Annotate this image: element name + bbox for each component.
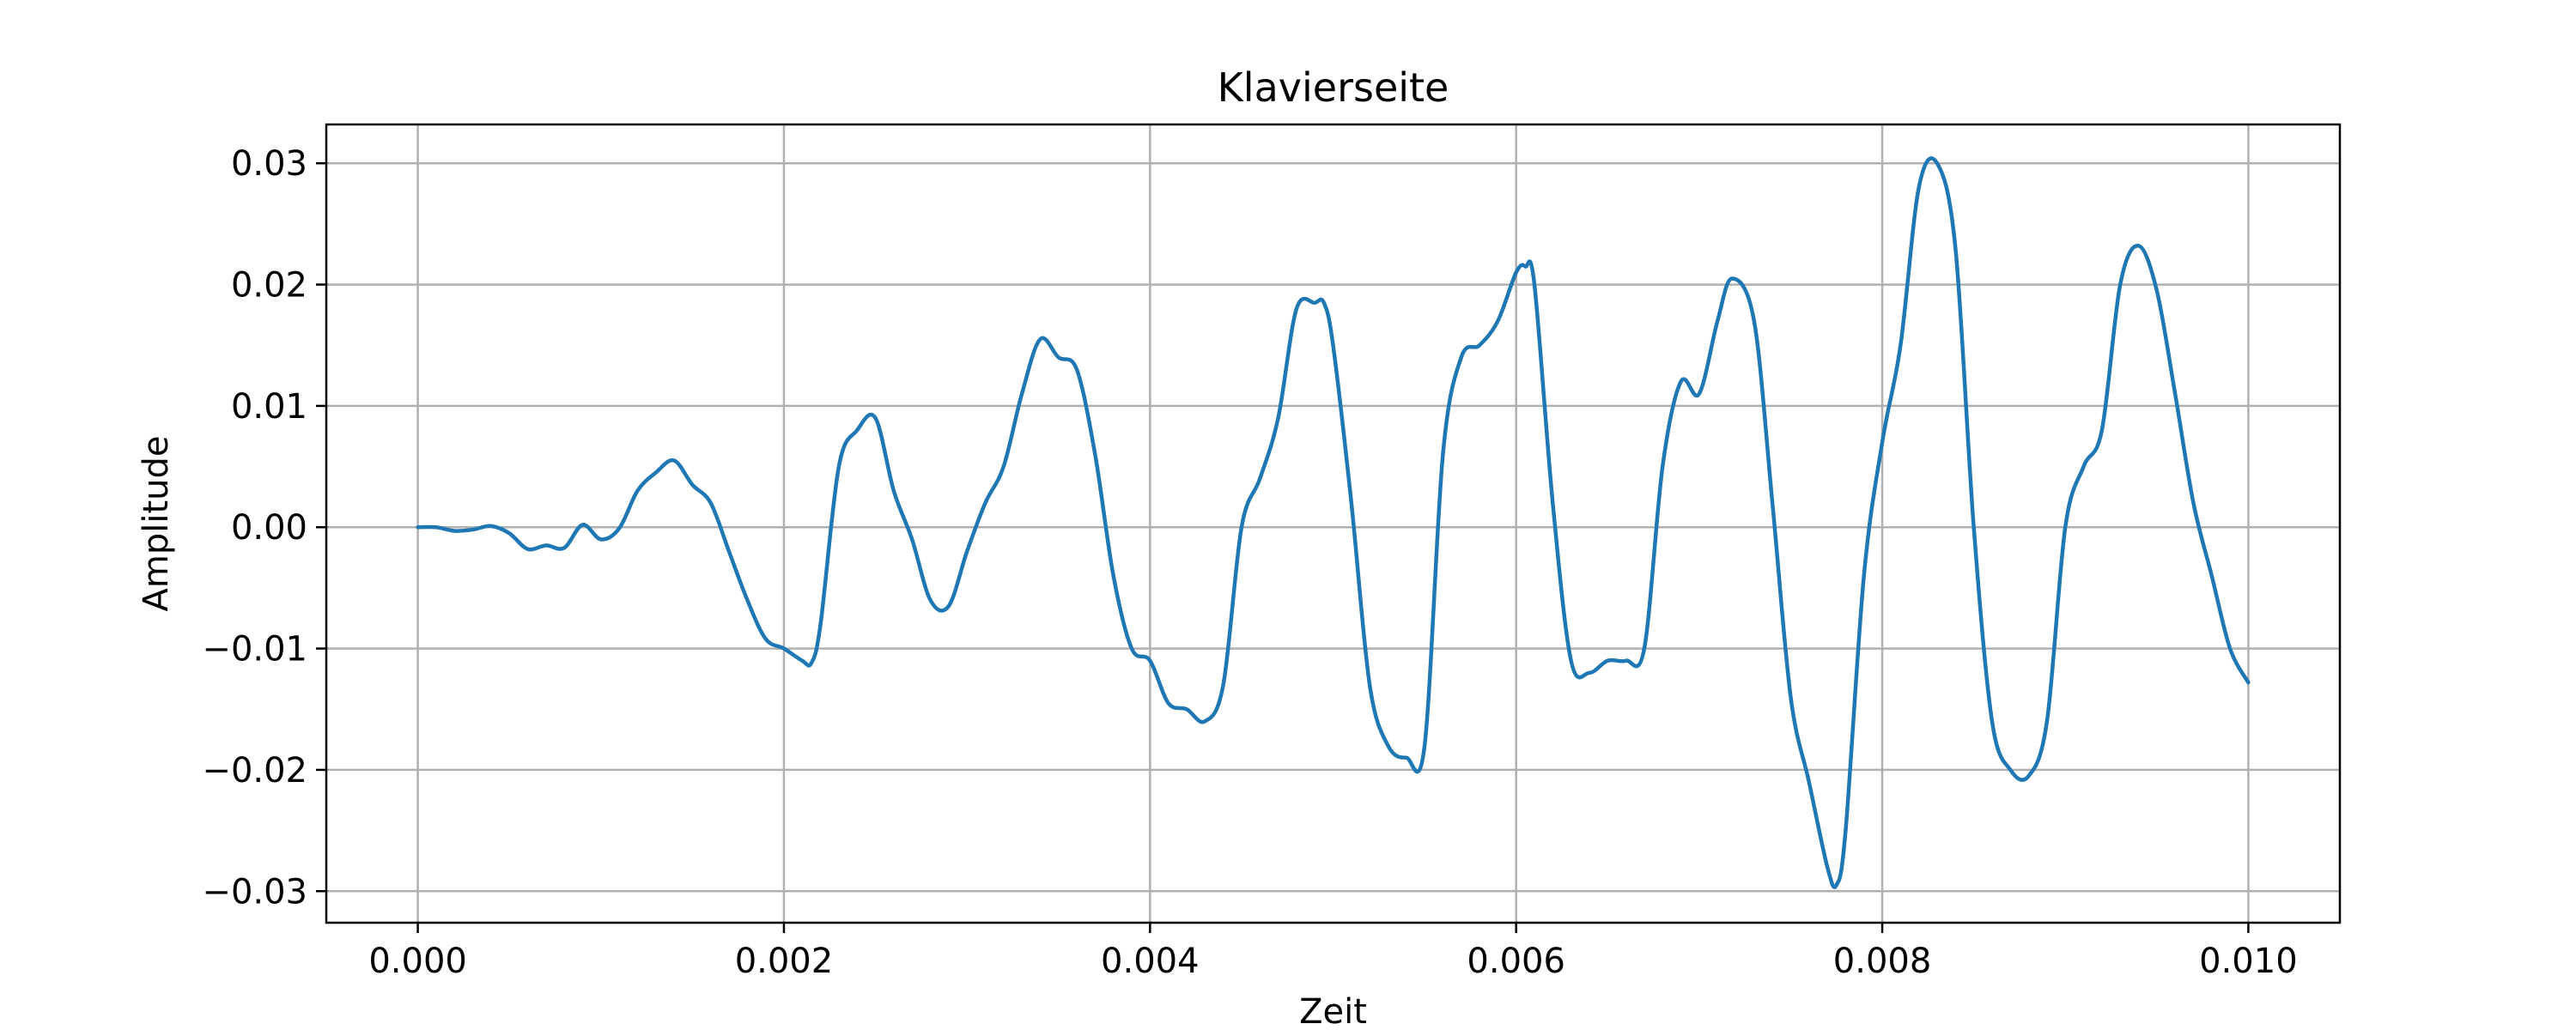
axis-ticks: 0.000 0.002 0.004 0.006 0.008 0.010 0.03 0.02 0.… (202, 144, 2297, 981)
series-layer (416, 156, 2251, 889)
x-tick-label: 0.000 (368, 942, 467, 981)
x-tick-label: 0.006 (1467, 942, 1565, 981)
plot-frame (325, 123, 2342, 924)
y-tick-label: 0.03 (231, 144, 307, 184)
x-tick-label: 0.004 (1101, 942, 1200, 981)
y-tick-label: −0.01 (202, 630, 307, 670)
y-tick-label: 0.01 (231, 387, 307, 427)
grid-lines (326, 124, 2340, 923)
x-tick-label: 0.010 (2199, 942, 2298, 981)
y-tick-label: −0.02 (202, 751, 307, 791)
chart-title: Klavierseite (1218, 64, 1449, 111)
x-axis-label: Zeit (1299, 992, 1367, 1030)
x-tick-label: 0.002 (735, 942, 834, 981)
y-tick-label: −0.03 (202, 872, 307, 912)
series-line (416, 156, 2251, 889)
y-tick-label: 0.02 (231, 266, 307, 306)
x-tick-label: 0.008 (1833, 942, 1932, 981)
y-axis-label: Amplitude (137, 436, 176, 612)
y-tick-label: 0.00 (231, 508, 307, 548)
